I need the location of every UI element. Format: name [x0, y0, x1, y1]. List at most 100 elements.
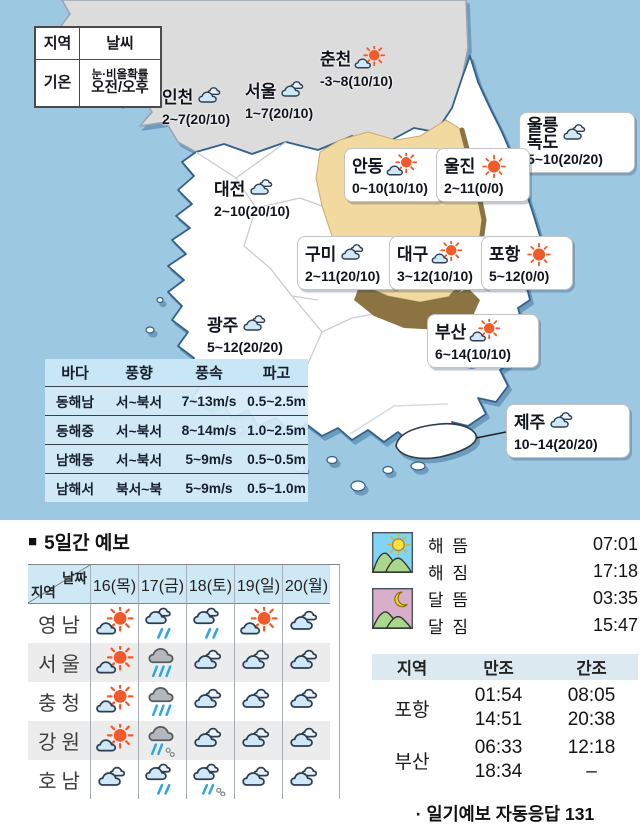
gray-rain-icon [138, 643, 186, 682]
cloud-icon [90, 760, 138, 799]
city-temp: 0~10(10/10) [352, 180, 428, 196]
tide-low-times: 08:05 20:38 [545, 684, 638, 732]
sea-cell: 남해동 [55, 453, 95, 468]
tide-row: 부산 06:33 18:34 12:18 – [372, 736, 638, 784]
city-andong: 안동 0~10(10/10) [344, 148, 444, 202]
tide-high-times: 01:54 14:51 [452, 684, 545, 732]
tide-time: 06:33 [474, 737, 523, 758]
sun-moon-row: 달 짐 15:47 [428, 612, 638, 639]
city-jeju: 제주 10~14(20/20) [506, 404, 630, 458]
city-name: 포항 [489, 245, 521, 264]
legend-temp-label: 기온 [36, 60, 80, 106]
tide-time: 08:05 [567, 685, 616, 706]
astro-tide-column: 해 뜸 07:01 해 짐 17:18 달 뜸 03:35 달 짐 15:47 지역 만조 간조 … [372, 530, 638, 826]
tide-time: 20:38 [567, 709, 616, 730]
five-day-forecast: ■ 5일간 예보 날짜 지역 16(목) 17(금) 18(토) 19(일) 20(월)… [28, 528, 340, 799]
sea-cell: 0.5~1.0m [247, 480, 306, 496]
forecast-title-text: 5일간 예보 [44, 533, 130, 554]
sun-cloud-icon [468, 319, 502, 346]
cloud-icon [278, 78, 312, 105]
sea-conditions-table: 바다 풍향 풍속 파고 동해남 서~북서 7~13m/s 0.5~2.5m 동해중 서~북서 8~… [45, 359, 308, 502]
rain-icon [186, 604, 234, 643]
city-temp: 3~12(10/10) [397, 268, 473, 284]
forecast-region-label: 강원 [28, 721, 90, 760]
sea-cell: 서~북서 [115, 395, 163, 410]
city-name: 춘천 [320, 50, 352, 69]
cloud-icon [282, 643, 330, 682]
phone-service-note: · 일기예보 자동응답 131 [415, 804, 595, 824]
sea-column-header: 파고 [262, 365, 291, 382]
sun-moon-times: 해 뜸 07:01 해 짐 17:18 달 뜸 03:35 달 짐 15:47 [372, 530, 638, 639]
sun-cloud-icon [90, 721, 138, 760]
tide-time: – [586, 761, 597, 782]
city-temp: -3~8(10/10) [320, 73, 393, 89]
sunrise-scene-icon [372, 532, 413, 573]
sun-moon-time: 07:01 [592, 534, 638, 554]
city-temp: 5~12(20/20) [207, 339, 283, 355]
sun-cloud-icon [353, 46, 387, 73]
sea-cell: 5~9m/s [185, 451, 233, 467]
city-seoul: 서울 1~7(20/10) [245, 78, 313, 121]
legend-prob-line2: 오전/오후 [91, 80, 149, 97]
sea-cell: 8~14m/s [181, 422, 237, 438]
legend-region-label: 지역 [36, 28, 80, 60]
forecast-corner-cell: 날짜 지역 [28, 565, 90, 604]
sun-moon-time: 17:18 [592, 561, 638, 581]
city-pohang: 포항 5~12(0/0) [481, 236, 573, 290]
tide-high-times: 06:33 18:34 [452, 736, 545, 784]
sun-moon-label: 해 뜸 [428, 537, 471, 556]
city-incheon: 인천 2~7(20/10) [162, 84, 230, 127]
tide-column-header: 만조 [483, 660, 514, 678]
tide-time: 01:54 [474, 685, 523, 706]
cloud-icon [234, 760, 282, 799]
corner-region-label: 지역 [31, 585, 56, 600]
cloud-icon [282, 760, 330, 799]
gray-sleet-icon [138, 721, 186, 760]
city-name: 서울 [245, 82, 277, 101]
sun-moon-row: 달 뜸 03:35 [428, 585, 638, 612]
city-daejeon: 대전 2~10(20/10) [214, 176, 290, 219]
city-name: 광주 [207, 316, 239, 335]
forecast-day-header: 16(목) [90, 565, 138, 604]
tide-region-label: 부산 [394, 751, 430, 773]
city-name: 울릉 독도 [527, 116, 559, 152]
cloud-icon [186, 721, 234, 760]
sun-cloud-icon [90, 682, 138, 721]
sea-cell: 동해남 [55, 395, 95, 410]
tide-column-header: 지역 [396, 660, 428, 678]
city-name: 인천 [162, 88, 194, 107]
sun-icon [522, 241, 556, 268]
sun-moon-row: 해 짐 17:18 [428, 558, 638, 585]
cloud-icon [547, 409, 581, 436]
sun-moon-time: 03:35 [592, 588, 638, 608]
forecast-title: ■ 5일간 예보 [28, 528, 340, 555]
cloud-icon [282, 682, 330, 721]
forecast-day-header: 18(토) [186, 565, 234, 604]
cloud-icon [234, 682, 282, 721]
city-name: 대구 [397, 245, 429, 264]
corner-date-label: 날짜 [62, 571, 87, 586]
sun-moon-rows: 해 뜸 07:01 해 짐 17:18 달 뜸 03:35 달 짐 15:47 [428, 530, 638, 639]
sun-cloud-icon [385, 153, 419, 180]
forecast-day-header: 19(일) [234, 565, 282, 604]
tide-time: 14:51 [474, 709, 523, 730]
city-uljin: 울진 2~11(0/0) [436, 148, 530, 202]
sun-cloud-icon [430, 241, 464, 268]
legend-prob-line1: 눈·비올확률 [91, 69, 149, 82]
city-name: 울진 [444, 157, 476, 176]
sun-moon-row: 해 뜸 07:01 [428, 531, 638, 558]
city-gumi: 구미 2~11(20/10) [297, 236, 399, 290]
city-name: 대전 [214, 180, 246, 199]
city-gwangju: 광주 5~12(20/20) [207, 312, 283, 355]
sun-moon-label: 해 짐 [428, 564, 471, 583]
gray-rain-icon [138, 682, 186, 721]
city-daegu: 대구 3~12(10/10) [389, 236, 491, 290]
tide-region-label: 포항 [394, 699, 430, 721]
forecast-region-label: 영남 [38, 615, 85, 637]
forecast-region-label: 호남 [38, 771, 85, 793]
tide-time: 12:18 [567, 737, 616, 758]
city-name: 구미 [305, 245, 337, 264]
city-name: 안동 [352, 157, 384, 176]
tide-low-times: 12:18 – [545, 736, 638, 784]
